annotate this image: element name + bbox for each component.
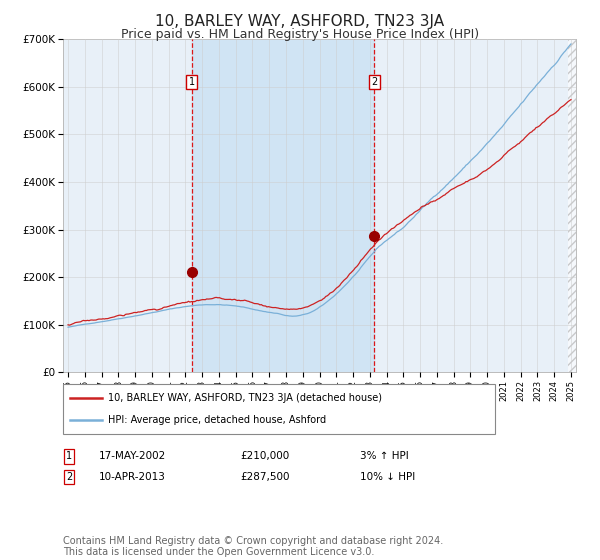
Text: £210,000: £210,000: [240, 451, 289, 461]
Text: 1: 1: [66, 451, 72, 461]
Text: 10-APR-2013: 10-APR-2013: [99, 472, 166, 482]
Text: 10, BARLEY WAY, ASHFORD, TN23 3JA: 10, BARLEY WAY, ASHFORD, TN23 3JA: [155, 14, 445, 29]
Text: 10% ↓ HPI: 10% ↓ HPI: [360, 472, 415, 482]
Text: 3% ↑ HPI: 3% ↑ HPI: [360, 451, 409, 461]
Text: 1: 1: [188, 77, 195, 87]
Text: Contains HM Land Registry data © Crown copyright and database right 2024.
This d: Contains HM Land Registry data © Crown c…: [63, 535, 443, 557]
Text: HPI: Average price, detached house, Ashford: HPI: Average price, detached house, Ashf…: [108, 415, 326, 425]
Bar: [568, 39, 576, 372]
Text: 17-MAY-2002: 17-MAY-2002: [99, 451, 166, 461]
Text: 10, BARLEY WAY, ASHFORD, TN23 3JA (detached house): 10, BARLEY WAY, ASHFORD, TN23 3JA (detac…: [108, 393, 382, 403]
Text: Price paid vs. HM Land Registry's House Price Index (HPI): Price paid vs. HM Land Registry's House …: [121, 28, 479, 41]
Text: 2: 2: [66, 472, 72, 482]
Bar: [192, 39, 374, 372]
Text: 2: 2: [371, 77, 377, 87]
Text: £287,500: £287,500: [240, 472, 290, 482]
